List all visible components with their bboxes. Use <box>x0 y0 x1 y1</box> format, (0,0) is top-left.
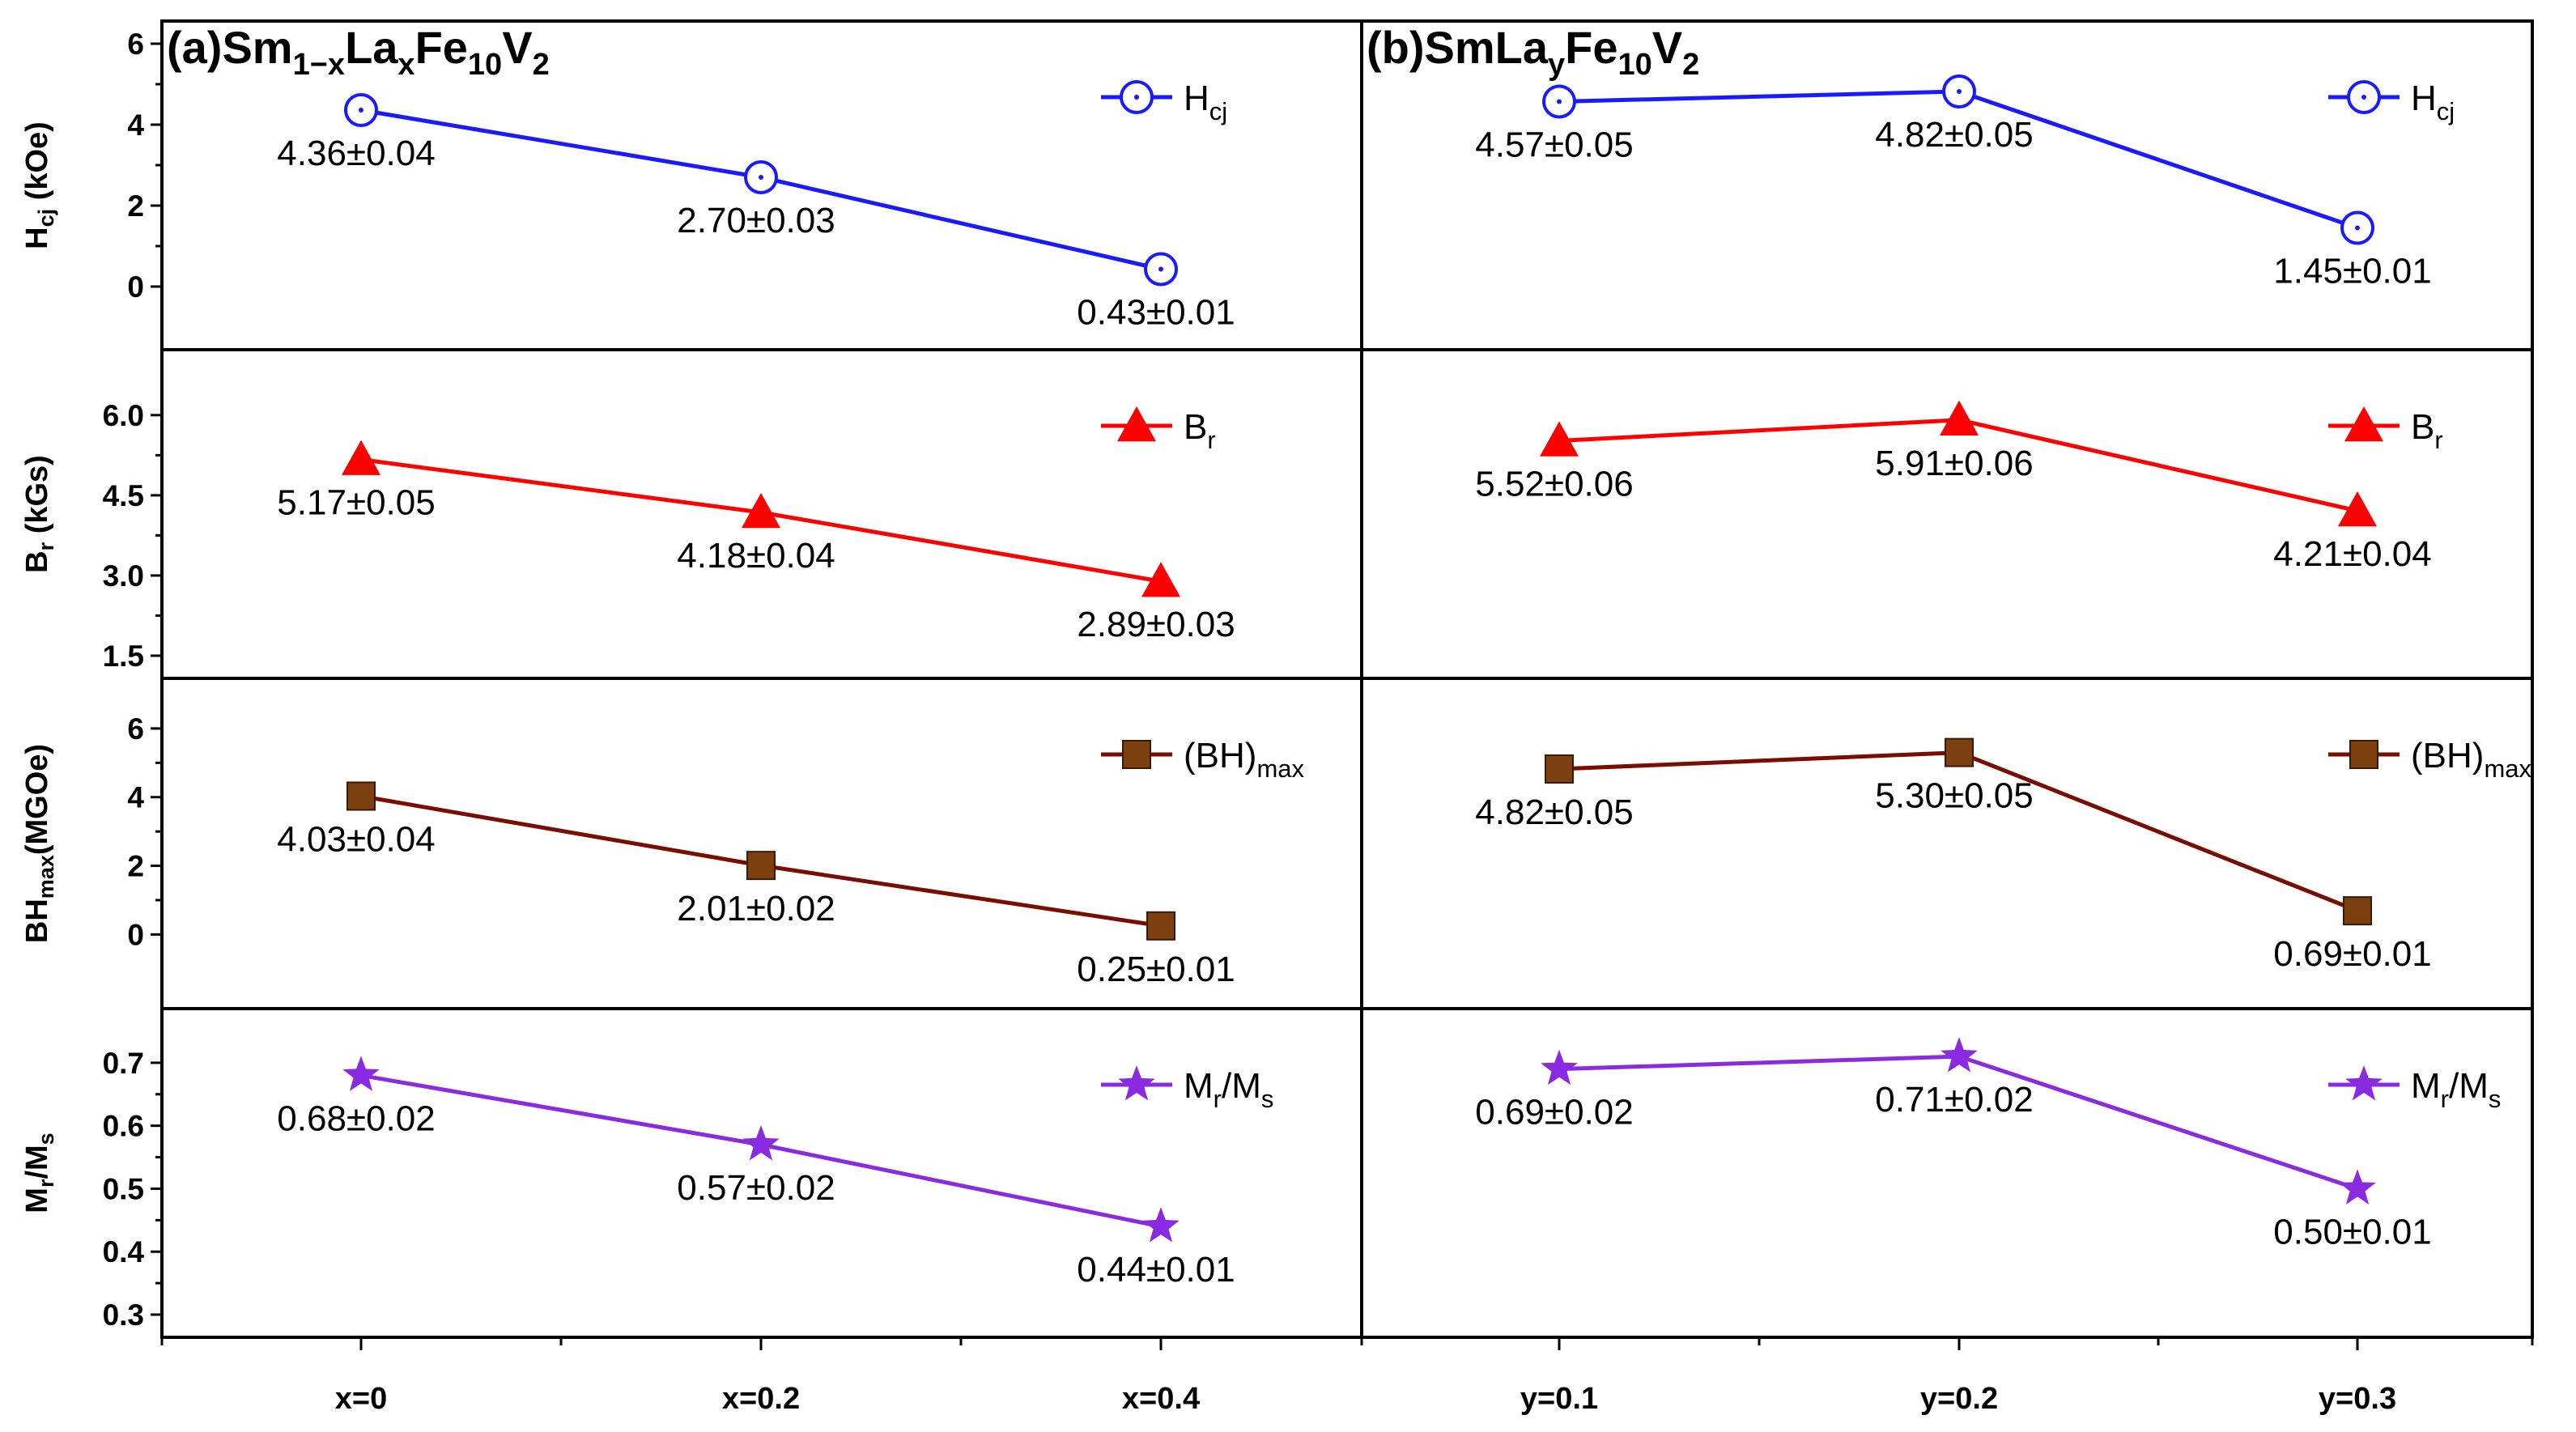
marker-hcj-b-0-dot <box>1557 99 1562 104</box>
data-label-br-a-2: 2.89±0.03 <box>1077 605 1235 644</box>
legend-label-mrms-a: Mr/Ms <box>1184 1066 1273 1113</box>
data-label-mrms-a-1: 0.57±0.02 <box>677 1168 835 1208</box>
marker-br-a-1 <box>742 493 780 529</box>
ylabel-hcj: Hcj (kOe) <box>20 121 58 249</box>
panel-b-title: (b)SmLayFe10V2 <box>1367 22 1699 82</box>
marker-bhmax-b-0 <box>1545 754 1574 784</box>
marker-bhmax-a-2 <box>1146 911 1175 941</box>
marker-bhmax-a-0 <box>346 781 376 811</box>
data-label-hcj-a-0: 4.36±0.04 <box>277 134 435 173</box>
marker-mrms-b-0 <box>1541 1049 1578 1086</box>
legend-label-bhmax-a: (BH)max <box>1184 736 1305 783</box>
legend-marker-mrms-a <box>1118 1065 1155 1101</box>
marker-br-b-2 <box>2338 491 2377 527</box>
marker-hcj-b-2-dot <box>2355 225 2360 231</box>
marker-hcj-b-1-dot <box>1957 89 1962 94</box>
legend-label-hcj-b: Hcj <box>2411 79 2455 125</box>
ytick-label-br-3: 6.0 <box>103 399 144 432</box>
legend-marker-br-a <box>1117 406 1156 442</box>
data-label-br-b-0: 5.52±0.06 <box>1475 465 1633 504</box>
data-label-bhmax-b-1: 5.30±0.05 <box>1875 776 2033 816</box>
marker-mrms-a-2 <box>1142 1207 1180 1243</box>
data-label-bhmax-a-1: 2.01±0.02 <box>677 889 835 928</box>
xtick-label-b-1: y=0.2 <box>1920 1382 1998 1416</box>
data-label-hcj-a-1: 2.70±0.03 <box>677 201 835 240</box>
xtick-label-b-2: y=0.3 <box>2319 1382 2396 1416</box>
legend-marker-bhmax-a <box>1122 740 1151 769</box>
legend-marker-bhmax-b <box>2349 740 2378 769</box>
legend-label-br-a: Br <box>1184 407 1216 454</box>
legend-label-mrms-b: Mr/Ms <box>2411 1066 2501 1113</box>
ytick-label-mrms-4: 0.7 <box>103 1047 144 1080</box>
marker-mrms-a-0 <box>342 1056 380 1091</box>
legend-label-br-b: Br <box>2411 407 2443 454</box>
data-label-hcj-b-2: 1.45±0.01 <box>2273 252 2431 291</box>
ytick-label-br-1: 3.0 <box>103 559 144 593</box>
xtick-label-a-2: x=0.4 <box>1122 1382 1200 1416</box>
data-label-mrms-b-2: 0.50±0.01 <box>2273 1212 2431 1251</box>
marker-hcj-a-1-dot <box>759 175 763 180</box>
data-label-hcj-a-2: 0.43±0.01 <box>1077 293 1235 333</box>
data-label-br-b-1: 5.91±0.06 <box>1875 444 2033 483</box>
panel-a-title: (a)Sm1−xLaxFe10V2 <box>167 22 550 82</box>
data-label-mrms-a-2: 0.44±0.01 <box>1077 1250 1235 1290</box>
ytick-label-bhmax-0: 0 <box>127 918 144 951</box>
ytick-label-hcj-1: 2 <box>127 189 144 223</box>
ytick-label-bhmax-1: 2 <box>127 850 144 883</box>
marker-mrms-b-1 <box>1941 1037 1978 1073</box>
ytick-label-bhmax-2: 4 <box>127 781 144 814</box>
xtick-label-a-0: x=0 <box>335 1382 387 1416</box>
marker-mrms-a-1 <box>742 1125 780 1161</box>
ytick-label-mrms-2: 0.5 <box>103 1172 144 1205</box>
marker-br-a-0 <box>342 440 380 475</box>
legend-label-hcj-a: Hcj <box>1184 79 1227 125</box>
data-label-mrms-b-1: 0.71±0.02 <box>1875 1080 2033 1120</box>
ytick-label-br-2: 4.5 <box>103 479 144 512</box>
marker-hcj-a-0-dot <box>359 108 363 113</box>
marker-br-b-1 <box>1940 400 1979 436</box>
ytick-label-hcj-3: 6 <box>127 28 144 61</box>
data-label-br-a-1: 4.18±0.04 <box>677 536 835 576</box>
legend-marker-mrms-b <box>2345 1065 2383 1101</box>
ytick-label-hcj-2: 4 <box>127 108 144 142</box>
data-label-mrms-a-0: 0.68±0.02 <box>277 1098 435 1138</box>
data-label-hcj-b-0: 4.57±0.05 <box>1475 125 1633 165</box>
data-label-bhmax-b-2: 0.69±0.01 <box>2273 934 2431 974</box>
series-line-hcj-b <box>1558 89 2358 230</box>
ylabel-bhmax: BHmax(MGOe) <box>20 744 58 943</box>
ytick-label-br-0: 1.5 <box>103 640 144 673</box>
xtick-label-a-1: x=0.2 <box>722 1382 800 1416</box>
legend-marker-hcj-a-dot <box>1134 95 1139 100</box>
marker-hcj-a-2-dot <box>1158 266 1163 272</box>
marker-bhmax-b-1 <box>1945 737 1974 767</box>
ytick-label-bhmax-3: 6 <box>127 712 144 746</box>
marker-bhmax-b-2 <box>2343 896 2372 926</box>
data-label-bhmax-b-0: 4.82±0.05 <box>1475 792 1633 832</box>
data-label-br-b-2: 4.21±0.04 <box>2273 534 2431 574</box>
ylabel-br: Br (kGs) <box>20 455 58 573</box>
data-label-hcj-b-1: 4.82±0.05 <box>1875 115 2033 155</box>
ytick-label-mrms-0: 0.3 <box>103 1298 144 1332</box>
marker-br-b-0 <box>1540 421 1579 457</box>
marker-br-a-2 <box>1141 562 1180 597</box>
marker-bhmax-a-1 <box>746 851 776 881</box>
data-label-bhmax-a-2: 0.25±0.01 <box>1077 950 1235 989</box>
ytick-label-mrms-1: 0.4 <box>103 1235 145 1268</box>
legend-label-bhmax-b: (BH)max <box>2411 736 2532 783</box>
data-label-br-a-0: 5.17±0.05 <box>277 483 435 523</box>
series-line-mrms-b <box>1558 1054 2358 1191</box>
xtick-label-b-0: y=0.1 <box>1520 1382 1598 1416</box>
ytick-label-mrms-3: 0.6 <box>103 1110 144 1143</box>
data-label-bhmax-a-0: 4.03±0.04 <box>277 819 435 859</box>
data-label-mrms-b-0: 0.69±0.02 <box>1475 1093 1633 1132</box>
ytick-label-hcj-0: 0 <box>127 270 144 304</box>
legend-marker-hcj-b-dot <box>2361 95 2366 100</box>
marker-mrms-b-2 <box>2339 1169 2376 1205</box>
legend-marker-br-b <box>2344 406 2383 442</box>
ylabel-mrms: Mr/Ms <box>20 1132 58 1213</box>
